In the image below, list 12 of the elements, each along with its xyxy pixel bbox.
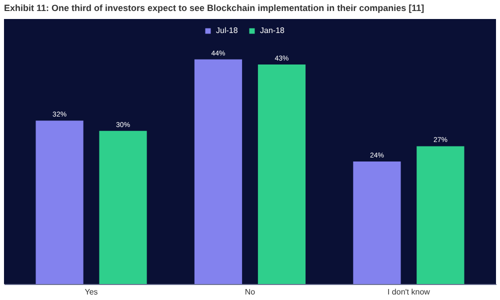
x-tick-label: I don't know bbox=[387, 288, 430, 296]
legend-label: Jan-18 bbox=[260, 26, 286, 35]
x-tick-label: No bbox=[244, 288, 256, 296]
legend-label: Jul-18 bbox=[216, 26, 238, 35]
bar bbox=[36, 120, 84, 284]
bar bbox=[353, 162, 401, 284]
bar bbox=[194, 59, 242, 284]
bar bbox=[99, 130, 147, 284]
bar bbox=[258, 64, 306, 284]
chart-title: Exhibit 11: One third of investors expect to see Blockchain implementation in their companies [11] bbox=[4, 3, 424, 13]
bar bbox=[416, 146, 464, 284]
x-tick-label: Yes bbox=[84, 288, 98, 296]
